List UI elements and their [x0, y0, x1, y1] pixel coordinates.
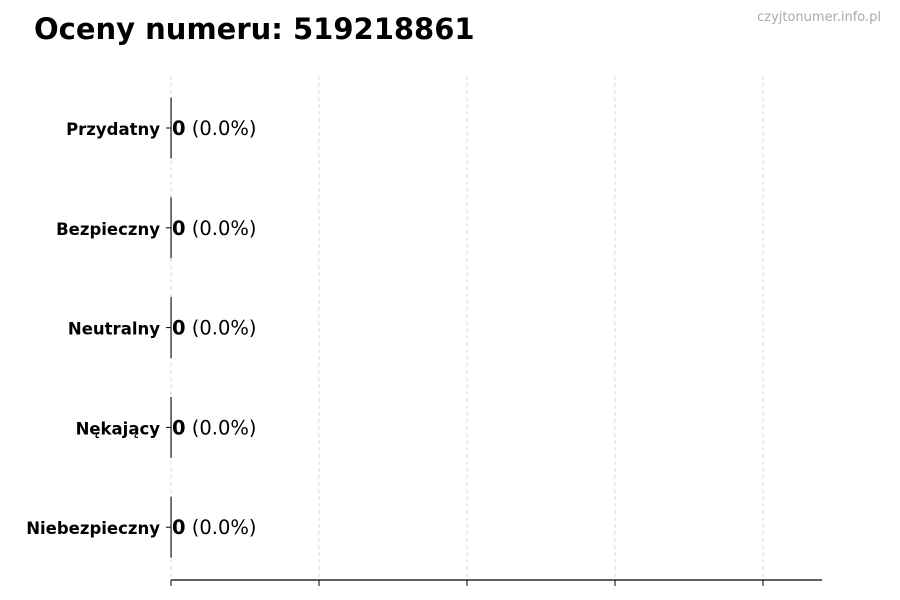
value-count: 0: [172, 416, 186, 439]
category-label: Bezpieczny: [56, 220, 160, 239]
value-label: 0 (0.0%): [172, 416, 257, 439]
category-label: Neutralny: [68, 320, 160, 339]
value-label: 0 (0.0%): [172, 317, 257, 340]
value-count: 0: [172, 217, 186, 240]
category-label: Przydatny: [66, 120, 160, 139]
value-label: 0 (0.0%): [172, 217, 257, 240]
value-label: 0 (0.0%): [172, 516, 257, 539]
value-count: 0: [172, 516, 186, 539]
category-label: Nękający: [76, 419, 161, 438]
value-count: 0: [172, 117, 186, 140]
value-percent: (0.0%): [186, 117, 257, 140]
value-percent: (0.0%): [186, 317, 257, 340]
value-percent: (0.0%): [186, 516, 257, 539]
category-label: Niebezpieczny: [26, 519, 160, 538]
watermark: czyjtonumer.info.pl: [757, 10, 881, 25]
chart-title: Oceny numeru: 519218861: [34, 12, 475, 46]
value-label: 0 (0.0%): [172, 117, 257, 140]
value-percent: (0.0%): [186, 416, 257, 439]
value-count: 0: [172, 317, 186, 340]
value-percent: (0.0%): [186, 217, 257, 240]
